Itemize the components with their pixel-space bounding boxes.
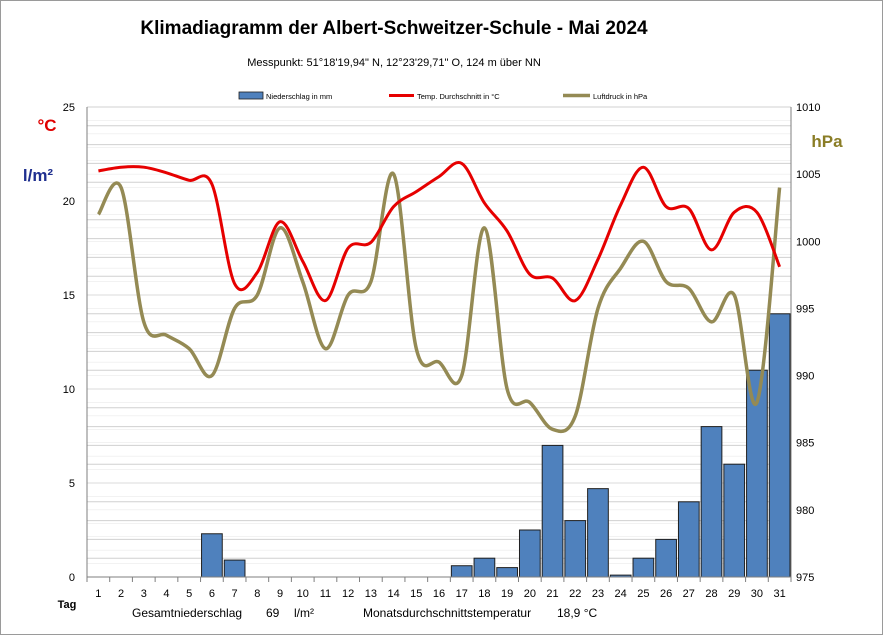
precip-bar — [564, 520, 587, 578]
precip-bar — [496, 567, 518, 578]
x-tick-label: 24 — [615, 588, 627, 600]
x-tick-label: 2 — [118, 588, 124, 600]
precip-bar — [700, 426, 723, 578]
x-tick-label: 5 — [186, 588, 192, 600]
x-tick-label: 28 — [705, 588, 717, 600]
y-left-tick-label: 0 — [69, 572, 75, 584]
x-tick-label: 1 — [95, 588, 101, 600]
x-tick-label: 13 — [365, 588, 377, 600]
y-right-tick-label: 995 — [796, 303, 814, 315]
x-tick-label: 23 — [592, 588, 604, 600]
x-tick-label: 11 — [320, 588, 331, 600]
x-tick-label: 15 — [410, 588, 422, 600]
legend-label-temp: Temp. Durchschnitt in °C — [417, 92, 500, 101]
y-right-tick-label: 990 — [796, 371, 814, 383]
legend-swatch-precip — [238, 91, 264, 100]
footer-total-unit: l/m² — [294, 606, 314, 620]
x-tick-label: 8 — [254, 588, 260, 600]
x-tick-label: 12 — [342, 588, 354, 600]
precip-bar — [223, 559, 246, 578]
x-tick-label: 9 — [277, 588, 283, 600]
x-tick-label: 3 — [141, 588, 147, 600]
y-left-tick-label: 10 — [63, 384, 75, 396]
chart-subtitle: Messpunkt: 51°18'19,94" N, 12°23'29,71" … — [247, 57, 541, 69]
y-right-tick-label: 1010 — [796, 102, 820, 114]
chart-title: Klimadiagramm der Albert-Schweitzer-Schu… — [140, 18, 648, 39]
x-tick-label: 29 — [728, 588, 740, 600]
precip-bar — [655, 538, 677, 578]
legend-label-precip: Niederschlag in mm — [266, 92, 332, 101]
y-left-tick-label: 15 — [63, 290, 75, 302]
x-axis-label: Tag — [58, 599, 77, 611]
y-right-tick-label: 980 — [796, 505, 814, 517]
x-tick-label: 6 — [209, 588, 215, 600]
y-right-tick-label: 985 — [796, 438, 814, 450]
y-left-tick-label: 25 — [63, 102, 75, 114]
temperature-line — [98, 161, 781, 303]
x-axis-ticks: 1 2 3 4 5 6 7 8 9 10 11 12 13 14 15 16 17 18 19 20 21 22 23 24 2… — [95, 588, 785, 600]
y-right-tick-label: 1000 — [796, 236, 820, 248]
y-axis-unit-celsius: °C — [37, 116, 56, 135]
x-tick-label: 26 — [660, 588, 672, 600]
y-left-tick-label: 20 — [63, 196, 75, 208]
x-tick-label: 30 — [751, 588, 763, 600]
footer-total-label: Gesamtniederschlag — [132, 606, 242, 620]
precip-bar — [201, 533, 223, 578]
x-tick-label: 25 — [637, 588, 649, 600]
y-axis-unit-precip: l/m² — [23, 166, 54, 185]
legend: Niederschlag in mm Temp. Durchschnitt in … — [238, 91, 648, 101]
x-tick-label: 16 — [433, 588, 445, 600]
y-axis-right-ticks: 975 980 985 990 995 1000 1005 1010 — [796, 102, 820, 584]
pressure-line — [96, 171, 782, 434]
y-right-tick-label: 1005 — [796, 169, 820, 181]
x-tick-label: 18 — [478, 588, 490, 600]
series-lines — [96, 161, 782, 434]
x-tick-label: 22 — [569, 588, 581, 600]
precip-bar — [473, 557, 496, 578]
precip-bar — [518, 529, 541, 578]
x-tick-label: 20 — [524, 588, 536, 600]
x-tick-label: 21 — [546, 588, 558, 600]
gridlines — [87, 106, 791, 564]
x-tick-label: 27 — [683, 588, 695, 600]
precip-bar — [450, 565, 473, 578]
x-tick-label: 19 — [501, 588, 513, 600]
precipitation-bars — [201, 313, 791, 578]
y-right-tick-label: 975 — [796, 572, 814, 584]
precip-bar — [541, 444, 564, 578]
axes — [86, 107, 792, 582]
y-left-tick-label: 5 — [69, 478, 75, 490]
y-axis-unit-pressure: hPa — [811, 132, 843, 151]
x-tick-label: 7 — [232, 588, 238, 600]
precip-bar — [723, 463, 746, 578]
footer-avg-label: Monatsdurchschnittstemperatur — [363, 606, 531, 620]
precip-bar — [677, 501, 700, 578]
precip-bar — [587, 488, 609, 578]
x-tick-label: 10 — [297, 588, 309, 600]
x-tick-label: 14 — [387, 588, 399, 600]
x-tick-label: 17 — [456, 588, 468, 600]
precip-bar — [632, 557, 655, 578]
x-tick-label: 4 — [163, 588, 169, 600]
y-axis-left-ticks: 0 5 10 15 20 25 — [63, 102, 75, 584]
footer-avg-value: 18,9 °C — [557, 606, 597, 620]
x-tick-label: 31 — [774, 588, 786, 600]
precip-bar — [768, 313, 791, 578]
legend-label-pressure: Luftdruck in hPa — [593, 92, 648, 101]
footer-total-value: 69 — [266, 606, 280, 620]
